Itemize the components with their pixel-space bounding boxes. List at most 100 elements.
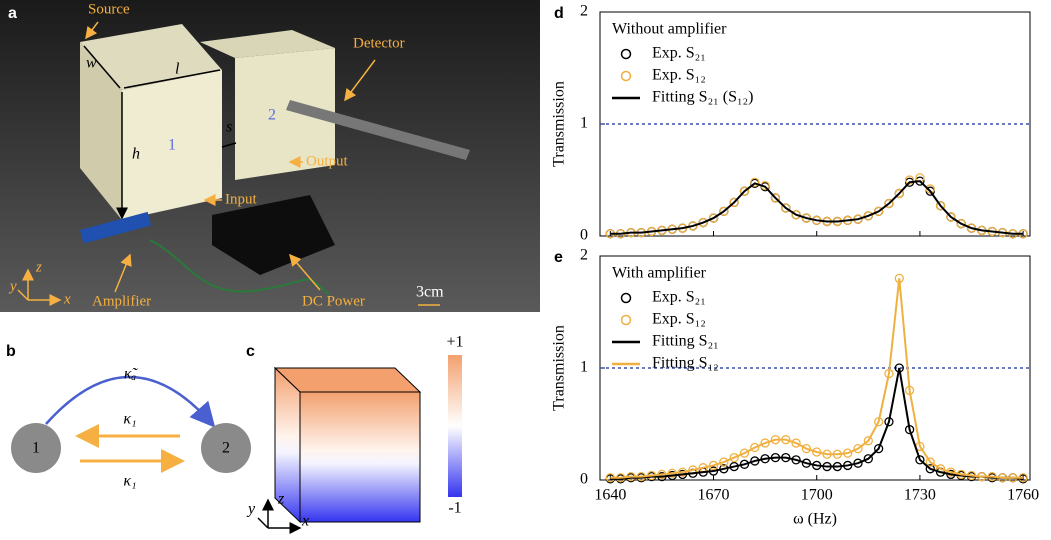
dim-w: w — [86, 55, 97, 72]
x-tick-label: 1670 — [698, 487, 730, 504]
y-tick-label: 1 — [580, 115, 588, 132]
data-point — [935, 201, 946, 211]
legend-marker — [620, 292, 632, 304]
legend-title: Without amplifier — [612, 21, 727, 38]
x-axis-label: ω (Hz) — [793, 511, 837, 528]
node — [11, 423, 61, 473]
detector-label: Detector — [353, 35, 405, 51]
y-tick-label: 0 — [580, 227, 588, 244]
legend-label: Exp. S₂₁ — [652, 289, 706, 306]
cube-front — [299, 391, 421, 523]
axis-x: x — [301, 513, 309, 530]
axis-z: z — [35, 259, 42, 275]
panel-label: a — [8, 5, 17, 22]
data-point — [946, 212, 956, 222]
data-point — [873, 206, 884, 217]
panel-label: d — [554, 5, 564, 22]
box-1-top — [80, 24, 222, 90]
panel-label: c — [246, 343, 255, 360]
data-point — [925, 184, 935, 194]
data-point — [719, 457, 729, 467]
dc-power-box — [212, 195, 335, 275]
data-point — [729, 452, 739, 463]
data-point — [781, 203, 791, 213]
detector-probe — [286, 100, 470, 160]
data-point — [956, 219, 966, 229]
x-tick-label: 1730 — [904, 487, 936, 504]
box-1-front — [122, 70, 222, 220]
y-axis-arrow — [17, 289, 29, 301]
x-tick-label: 1640 — [594, 487, 626, 504]
legend-title: With amplifier — [612, 265, 707, 282]
data-point — [801, 443, 812, 454]
data-point — [884, 198, 894, 209]
data-point — [925, 457, 935, 467]
coupling-label: κ̃ₐ — [124, 366, 139, 383]
legend-label: Exp. S₂₁ — [652, 45, 706, 62]
y-tick-label: 1 — [580, 359, 588, 376]
source-label: Source — [88, 1, 130, 17]
x-tick-label: 1700 — [801, 487, 833, 504]
data-point — [863, 454, 873, 464]
data-point — [904, 175, 915, 185]
node — [201, 423, 251, 473]
data-point — [729, 197, 739, 208]
data-point — [853, 443, 863, 454]
data-point — [863, 436, 873, 446]
box-1-label: 1 — [168, 137, 176, 154]
panel-label: b — [6, 343, 16, 360]
field-panel: c x y z +1 -1 — [246, 334, 464, 534]
colorbar-label: +1 — [446, 334, 463, 351]
y-axis-label: Transmission — [551, 325, 568, 411]
y-axis-label: Transmission — [551, 81, 568, 167]
dim-h: h — [132, 146, 140, 163]
legend-label: Fitting S₁₂ — [652, 355, 719, 372]
panel-label: e — [554, 249, 563, 266]
legend-label: Fitting S₂₁ (S₁₂) — [652, 89, 753, 106]
data-point — [894, 188, 904, 199]
legend-marker — [620, 314, 632, 326]
data-point — [750, 177, 760, 187]
legend-marker — [620, 48, 632, 60]
coupling-label: κ₁ — [123, 473, 136, 490]
legend-label: Exp. S₁₂ — [652, 67, 706, 84]
y-tick-label: 2 — [580, 3, 588, 20]
dim-l: l — [175, 61, 180, 78]
data-point — [770, 193, 781, 203]
box-2-label: 2 — [268, 107, 276, 124]
box-2-top — [200, 30, 335, 58]
dc-power-label: DC Power — [302, 293, 365, 309]
data-point — [750, 442, 760, 453]
l-arrow — [123, 69, 221, 89]
legend-label: Fitting S₂₁ — [652, 333, 719, 350]
axis-y: y — [8, 278, 17, 294]
dim-s: s — [226, 119, 232, 136]
legend-marker — [620, 70, 632, 82]
scale-label: 3cm — [416, 284, 444, 301]
colorbar-label: -1 — [448, 500, 461, 517]
amplifier-board — [80, 211, 152, 244]
fit-line — [610, 367, 1024, 480]
data-point — [791, 210, 801, 220]
y-tick-label: 0 — [580, 471, 588, 488]
input-label: Input — [225, 191, 257, 207]
detector-pointer — [344, 59, 376, 102]
data-point — [698, 217, 708, 228]
coupling-label: κ₁ — [123, 411, 136, 428]
legend-label: Exp. S₁₂ — [652, 311, 706, 328]
colorbar — [448, 355, 462, 497]
box-1-side — [80, 42, 122, 220]
amplifier-pointer — [114, 253, 132, 293]
fit-line — [610, 278, 1024, 479]
data-point — [791, 438, 801, 448]
data-point — [873, 443, 884, 454]
y-tick-label: 2 — [580, 247, 588, 264]
data-point — [915, 455, 925, 465]
data-point — [760, 438, 770, 448]
source-pointer — [85, 21, 99, 40]
box-2-front — [235, 48, 335, 180]
data-point — [925, 464, 935, 474]
fit-line — [610, 180, 1024, 235]
w-arrow — [83, 45, 121, 89]
